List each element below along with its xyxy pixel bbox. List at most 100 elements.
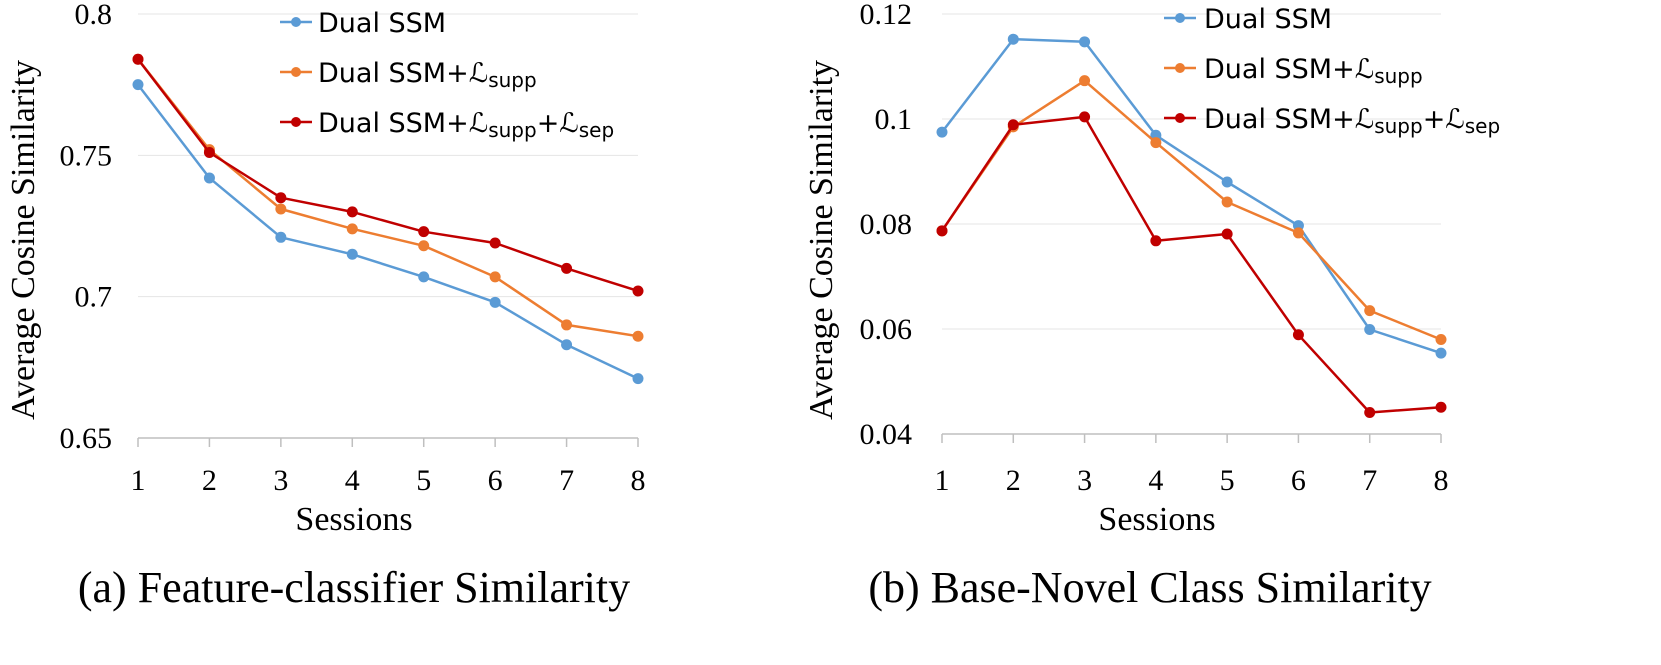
series-0 <box>936 33 1447 359</box>
x-axis-label: Sessions <box>295 501 412 538</box>
data-point <box>346 223 358 235</box>
series-line-0 <box>137 83 639 380</box>
data-point <box>632 285 644 297</box>
chart-panel-b: 0.04 0.06 0.08 0.1 0.12 1 2 3 4 5 6 7 8 Average Cos… <box>803 0 1500 612</box>
series-0 <box>132 79 644 385</box>
data-point <box>275 203 287 215</box>
data-point <box>561 319 573 331</box>
data-point <box>489 296 501 308</box>
x-tick-label: 2 <box>1006 464 1021 497</box>
chart-panel-a: 0.65 0.7 0.75 0.8 1 2 3 4 5 6 7 8 Average Cosine S… <box>5 0 646 612</box>
legend-item-2: Dual SSM+ℒsupp+ℒsep <box>280 108 614 142</box>
chart-title: (a) Feature-classifier Similarity <box>78 563 630 612</box>
data-point <box>418 226 430 238</box>
data-point <box>489 271 501 283</box>
data-point <box>1221 228 1233 240</box>
y-tick-label: 0.1 <box>875 103 913 136</box>
data-point <box>1292 329 1304 341</box>
y-tick-label: 0.7 <box>75 281 113 314</box>
data-point <box>1221 176 1233 188</box>
legend-marker-1 <box>1175 63 1185 73</box>
legend-label-1: Dual SSM+ℒsupp <box>318 58 537 92</box>
data-point <box>275 192 287 204</box>
data-point <box>561 339 573 351</box>
data-point <box>275 231 287 243</box>
legend-label-1: Dual SSM+ℒsupp <box>1204 54 1423 88</box>
x-tick-label: 1 <box>131 464 146 497</box>
series-2 <box>936 111 1447 418</box>
data-point <box>1150 137 1162 149</box>
data-point <box>132 79 144 91</box>
y-tick-label: 0.08 <box>860 208 913 241</box>
legend-item-1: Dual SSM+ℒsupp <box>280 58 537 92</box>
data-point <box>561 262 573 274</box>
x-axis-label: Sessions <box>1098 501 1215 538</box>
data-point <box>1079 111 1091 123</box>
legend-label-2: Dual SSM+ℒsupp+ℒsep <box>1204 104 1500 138</box>
y-axis-label: Average Cosine Similarity <box>803 60 840 420</box>
legend-marker-0 <box>291 17 301 27</box>
x-tick-label: 7 <box>559 464 574 497</box>
y-axis-label: Average Cosine Similarity <box>5 60 42 420</box>
data-point <box>1364 406 1376 418</box>
x-tick-label: 4 <box>345 464 360 497</box>
data-point <box>1364 324 1376 336</box>
x-tick-label: 6 <box>488 464 503 497</box>
legend-label-0: Dual SSM <box>318 8 446 39</box>
y-tick-label: 0.65 <box>60 422 113 455</box>
x-tick-label: 2 <box>202 464 217 497</box>
data-point <box>418 240 430 252</box>
data-point <box>346 248 358 260</box>
data-point <box>1221 196 1233 208</box>
data-point <box>632 330 644 342</box>
x-tick-label: 8 <box>631 464 646 497</box>
y-tick-label: 0.8 <box>75 0 113 31</box>
series-line-1 <box>137 58 639 338</box>
data-point <box>632 373 644 385</box>
data-point <box>936 225 948 237</box>
legend-marker-1 <box>291 67 301 77</box>
data-point <box>1150 235 1162 247</box>
legend-marker-2 <box>1175 113 1185 123</box>
data-point <box>1079 75 1091 87</box>
x-tick-label: 1 <box>935 464 950 497</box>
data-point <box>1435 334 1447 345</box>
chart-title: (b) Base-Novel Class Similarity <box>868 563 1431 612</box>
data-point <box>1364 305 1376 317</box>
series-line-0 <box>941 37 1442 355</box>
legend-marker-0 <box>1175 13 1185 23</box>
x-tick-label: 5 <box>1220 464 1235 497</box>
y-tick-label: 0.12 <box>860 0 913 31</box>
x-tick-label: 5 <box>416 464 431 497</box>
legend-item-1: Dual SSM+ℒsupp <box>1164 54 1423 88</box>
legend: Dual SSM Dual SSM+ℒsupp Dual SSM+ℒsupp+ℒ… <box>1164 4 1500 138</box>
legend-label-0: Dual SSM <box>1204 4 1332 35</box>
x-tick-label: 3 <box>1077 464 1092 497</box>
data-point <box>1007 33 1019 45</box>
legend-marker-2 <box>291 117 301 127</box>
series-line-2 <box>940 115 1442 414</box>
series-line-1 <box>940 79 1442 341</box>
x-tick-label: 8 <box>1434 464 1449 497</box>
data-point <box>1435 401 1447 413</box>
data-point <box>418 271 430 283</box>
legend: Dual SSM Dual SSM+ℒsupp Dual SSM+ℒsupp+ℒ… <box>280 8 614 142</box>
legend-item-2: Dual SSM+ℒsupp+ℒsep <box>1164 104 1500 138</box>
data-point <box>132 53 144 65</box>
data-point <box>936 126 948 138</box>
series-line-2 <box>137 58 639 293</box>
data-point <box>489 237 501 249</box>
data-point <box>346 206 358 218</box>
x-tick-label: 4 <box>1148 464 1163 497</box>
data-point <box>1079 36 1091 48</box>
x-tick-label: 7 <box>1362 464 1377 497</box>
legend-label-2: Dual SSM+ℒsupp+ℒsep <box>318 108 614 142</box>
data-point <box>1007 119 1019 131</box>
data-point <box>1292 227 1304 239</box>
x-tick-label: 3 <box>273 464 288 497</box>
legend-item-0: Dual SSM <box>280 8 446 39</box>
data-point <box>203 172 215 184</box>
x-tick-label: 6 <box>1291 464 1306 497</box>
data-point <box>1435 347 1447 359</box>
